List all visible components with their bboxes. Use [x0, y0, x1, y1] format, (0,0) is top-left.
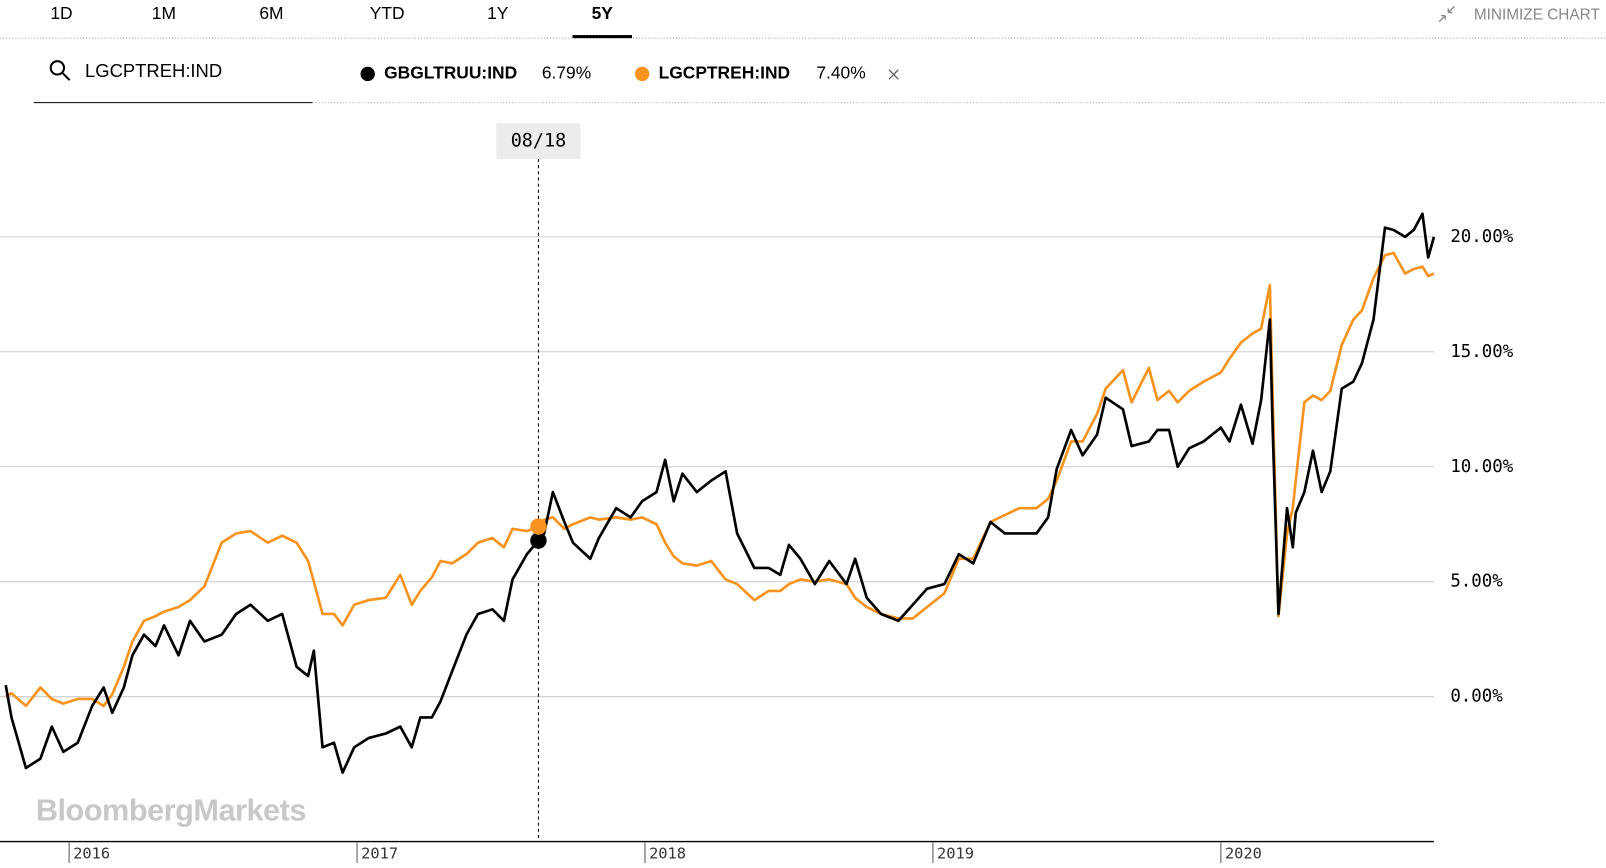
y-tick-label: 20.00%: [1450, 227, 1513, 247]
minimize-chart[interactable]: MINIMIZE CHART: [1474, 7, 1601, 24]
y-tick-label: 15.00%: [1450, 342, 1513, 362]
range-tab[interactable]: 1D: [50, 3, 72, 23]
range-tab[interactable]: 1Y: [487, 3, 509, 23]
crosshair-dot: [530, 532, 547, 549]
range-tab[interactable]: 5Y: [592, 3, 614, 23]
search-input[interactable]: LGCPTREH:IND: [85, 60, 222, 81]
legend-value: 7.40%: [816, 63, 865, 83]
crosshair-dot: [530, 518, 547, 535]
series-line: [5, 251, 1435, 708]
series-line: [4, 212, 1436, 774]
legend-value: 6.79%: [542, 63, 591, 83]
x-tick-label: 2018: [649, 844, 686, 862]
range-tab[interactable]: 6M: [259, 3, 283, 23]
x-tick-label: 2016: [73, 844, 110, 862]
y-tick-label: 5.00%: [1450, 572, 1503, 592]
legend-name: LGCPTREH:IND: [659, 63, 791, 83]
crosshair-label: 08/18: [511, 131, 566, 152]
active-tab-underline: [572, 35, 632, 39]
search-icon[interactable]: [49, 60, 71, 81]
crosshair-label-box: [496, 123, 581, 159]
range-tab[interactable]: 1M: [152, 3, 176, 23]
x-tick-label: 2017: [361, 844, 398, 862]
legend-dot: [360, 66, 375, 82]
range-tab[interactable]: YTD: [370, 3, 405, 23]
close-series-icon[interactable]: [888, 69, 899, 80]
x-tick-label: 2020: [1225, 844, 1262, 862]
x-tick-label: 2019: [937, 844, 974, 862]
minimize-icon[interactable]: [1438, 5, 1455, 23]
watermark: BloombergMarkets: [36, 793, 306, 828]
y-tick-label: 10.00%: [1450, 457, 1513, 477]
y-tick-label: 0.00%: [1450, 687, 1503, 707]
legend-name: GBGLTRUU:IND: [384, 63, 517, 83]
legend-dot: [635, 66, 650, 82]
